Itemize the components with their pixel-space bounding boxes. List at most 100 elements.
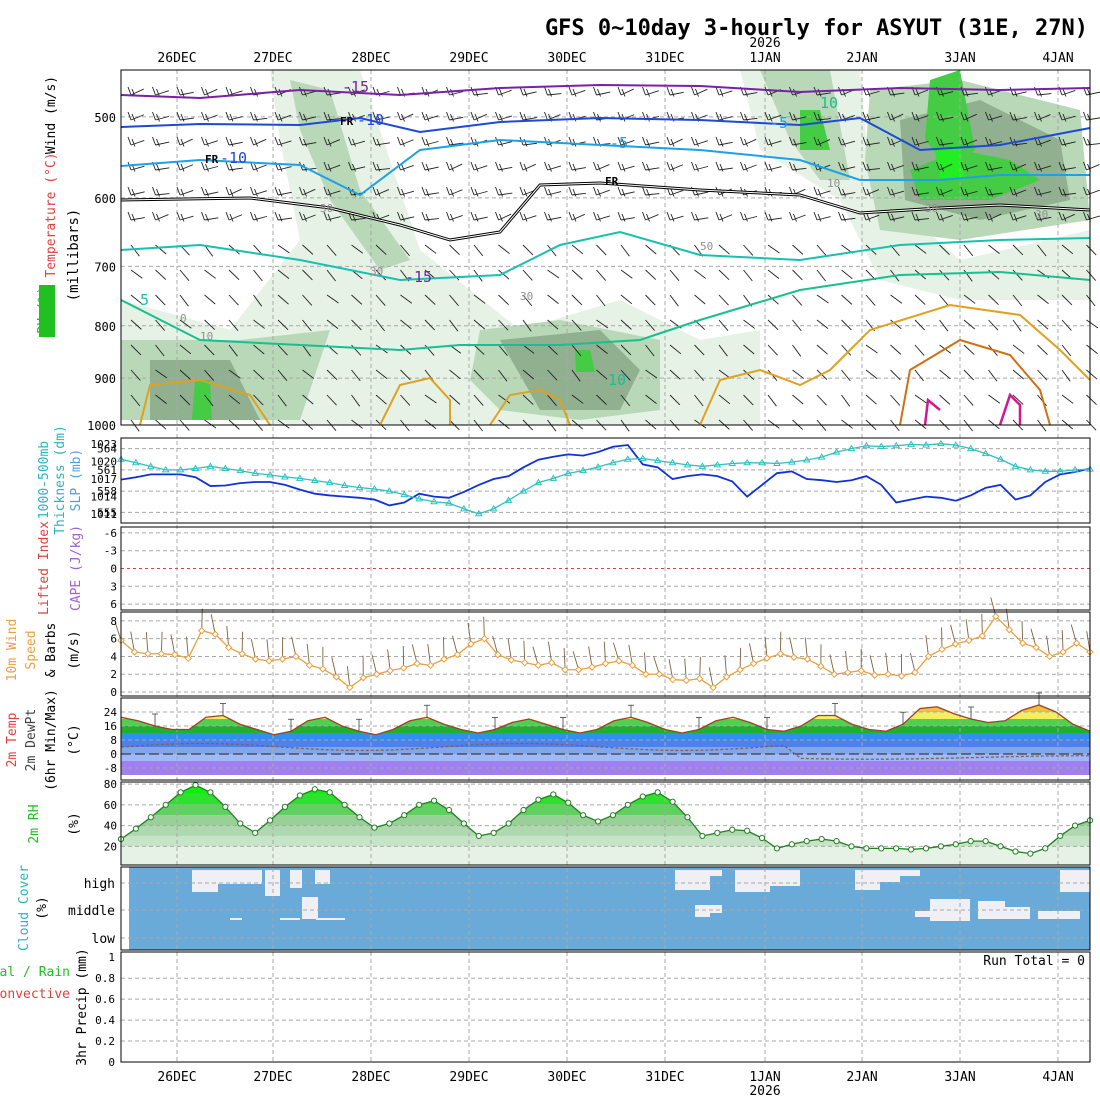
wind-speed-marker bbox=[804, 656, 810, 662]
cloud-cover-block bbox=[770, 870, 800, 886]
rh2m-marker bbox=[193, 783, 198, 788]
rh2m-marker bbox=[297, 793, 302, 798]
rh-band bbox=[121, 794, 1090, 804]
wind10m-axis-barbs: & Barbs bbox=[44, 623, 59, 678]
contour-label: 5 bbox=[140, 291, 149, 309]
contour-label: 10 bbox=[827, 177, 840, 190]
wind-speed-marker bbox=[522, 660, 528, 666]
date-label-bottom: 1JAN bbox=[749, 1070, 780, 1085]
rh2m-marker bbox=[253, 830, 258, 835]
rh2m-marker bbox=[1028, 851, 1033, 856]
temp-tick-label: 24 bbox=[104, 706, 118, 719]
wind10m-axis-title: 10m Wind bbox=[5, 619, 20, 682]
cape-axis-title: CAPE (J/kg) bbox=[69, 525, 84, 611]
wind-speed-marker bbox=[791, 654, 797, 660]
wind-speed-marker bbox=[549, 660, 555, 666]
cloud-cover-block bbox=[1060, 870, 1090, 892]
wind-tick-label: 2 bbox=[110, 668, 117, 681]
slp-axis-title: SLP (mb) bbox=[69, 449, 84, 512]
date-label-bottom: 30DEC bbox=[547, 1070, 586, 1085]
wind-speed-line bbox=[121, 616, 1090, 687]
rh2m-marker bbox=[804, 839, 809, 844]
contour-label: -5 bbox=[610, 134, 628, 152]
rh-axis-title: RH (%) bbox=[36, 287, 51, 334]
temp-band bbox=[121, 747, 1090, 754]
rh-green-area-4 bbox=[192, 380, 212, 420]
rh2m-marker bbox=[223, 804, 228, 809]
wind-speed-marker bbox=[670, 677, 676, 683]
thickness-axis-title: 1000-500mb bbox=[37, 441, 52, 519]
date-label-top: 29DEC bbox=[449, 51, 488, 66]
rh2m-marker bbox=[983, 839, 988, 844]
contour-label: 10 bbox=[820, 94, 838, 112]
date-label-top: 2JAN bbox=[846, 51, 877, 66]
thickness-axis-subtitle: Thickness (dm) bbox=[53, 425, 68, 535]
t2m-minmax-title: (6hr Min/Max) bbox=[44, 689, 59, 791]
wind-speed-marker bbox=[603, 661, 609, 667]
precip-tick-label: 0.2 bbox=[95, 1035, 115, 1048]
rh2m-tick-label: 80 bbox=[104, 778, 117, 791]
cloud-cover-block bbox=[855, 870, 880, 890]
wind-tick-label: 6 bbox=[110, 633, 117, 646]
date-label-top: 1JAN bbox=[749, 51, 780, 66]
cloud-cover-block bbox=[218, 870, 248, 884]
cloud-cover-block bbox=[695, 905, 710, 917]
rh2m-marker bbox=[342, 802, 347, 807]
rh2m-marker bbox=[894, 846, 899, 851]
rh2m-marker bbox=[625, 802, 630, 807]
date-label-top: 30DEC bbox=[547, 51, 586, 66]
cloud-cover-block bbox=[710, 905, 722, 913]
rh2m-marker bbox=[864, 846, 869, 851]
rh2m-marker bbox=[745, 828, 750, 833]
wind-speed-marker bbox=[656, 671, 662, 677]
pressure-tick-label: 700 bbox=[94, 260, 116, 274]
wind-speed-marker bbox=[253, 656, 259, 662]
date-label-bottom: 31DEC bbox=[645, 1070, 684, 1085]
cloud-cover-block bbox=[230, 918, 242, 920]
rh2m-marker bbox=[372, 825, 377, 830]
temp-tick-label: 16 bbox=[104, 720, 117, 733]
rh2m-marker bbox=[879, 846, 884, 851]
rh2m-tick-label: 60 bbox=[104, 799, 117, 812]
wind10m-axis-units: (m/s) bbox=[67, 630, 82, 669]
date-label-top: 31DEC bbox=[645, 51, 684, 66]
chart-title: GFS 0~10day 3-hourly for ASYUT (31E, 27N… bbox=[545, 16, 1088, 41]
wind-speed-marker bbox=[858, 668, 864, 674]
contour-label: FR bbox=[605, 175, 619, 188]
wind-speed-marker bbox=[158, 651, 164, 657]
rh2m-marker bbox=[282, 804, 287, 809]
rh2m-marker bbox=[715, 830, 720, 835]
rh2m-marker bbox=[208, 790, 213, 795]
contour-label: 0 bbox=[180, 312, 187, 325]
temp-band bbox=[121, 698, 1090, 705]
rh2m-marker bbox=[133, 826, 138, 831]
wind-speed-marker bbox=[751, 661, 757, 667]
wind-speed-marker bbox=[266, 658, 272, 664]
wind-speed-marker bbox=[387, 668, 393, 674]
cloud-level-label: low bbox=[92, 932, 116, 947]
contour-label: 30 bbox=[925, 202, 938, 215]
rh2m-marker bbox=[402, 813, 407, 818]
rh2m-marker bbox=[431, 798, 436, 803]
rh2m-marker bbox=[476, 833, 481, 838]
contour-label: 10 bbox=[608, 371, 626, 389]
rh2m-tick-label: 20 bbox=[104, 840, 117, 853]
rh2m-marker bbox=[387, 821, 392, 826]
wind-axis-title: Wind (m/s) bbox=[44, 76, 59, 154]
cloud-cover-block bbox=[900, 870, 920, 876]
contour-label: 30 bbox=[370, 265, 383, 278]
temp-band bbox=[121, 712, 1090, 719]
pressure-tick-label: 500 bbox=[94, 111, 116, 125]
wind-speed-marker bbox=[737, 667, 743, 673]
rh-bands bbox=[121, 763, 1090, 867]
slp-line bbox=[121, 445, 1090, 505]
rh2m-marker bbox=[968, 839, 973, 844]
contour-label: 30 bbox=[520, 290, 533, 303]
rh2m-marker bbox=[834, 839, 839, 844]
cloud-cover-block bbox=[735, 870, 770, 892]
cloud-cover-block bbox=[1005, 907, 1030, 919]
wind-speed-marker bbox=[576, 667, 582, 673]
wind-speed-marker bbox=[939, 646, 945, 652]
rh2m-marker bbox=[640, 794, 645, 799]
